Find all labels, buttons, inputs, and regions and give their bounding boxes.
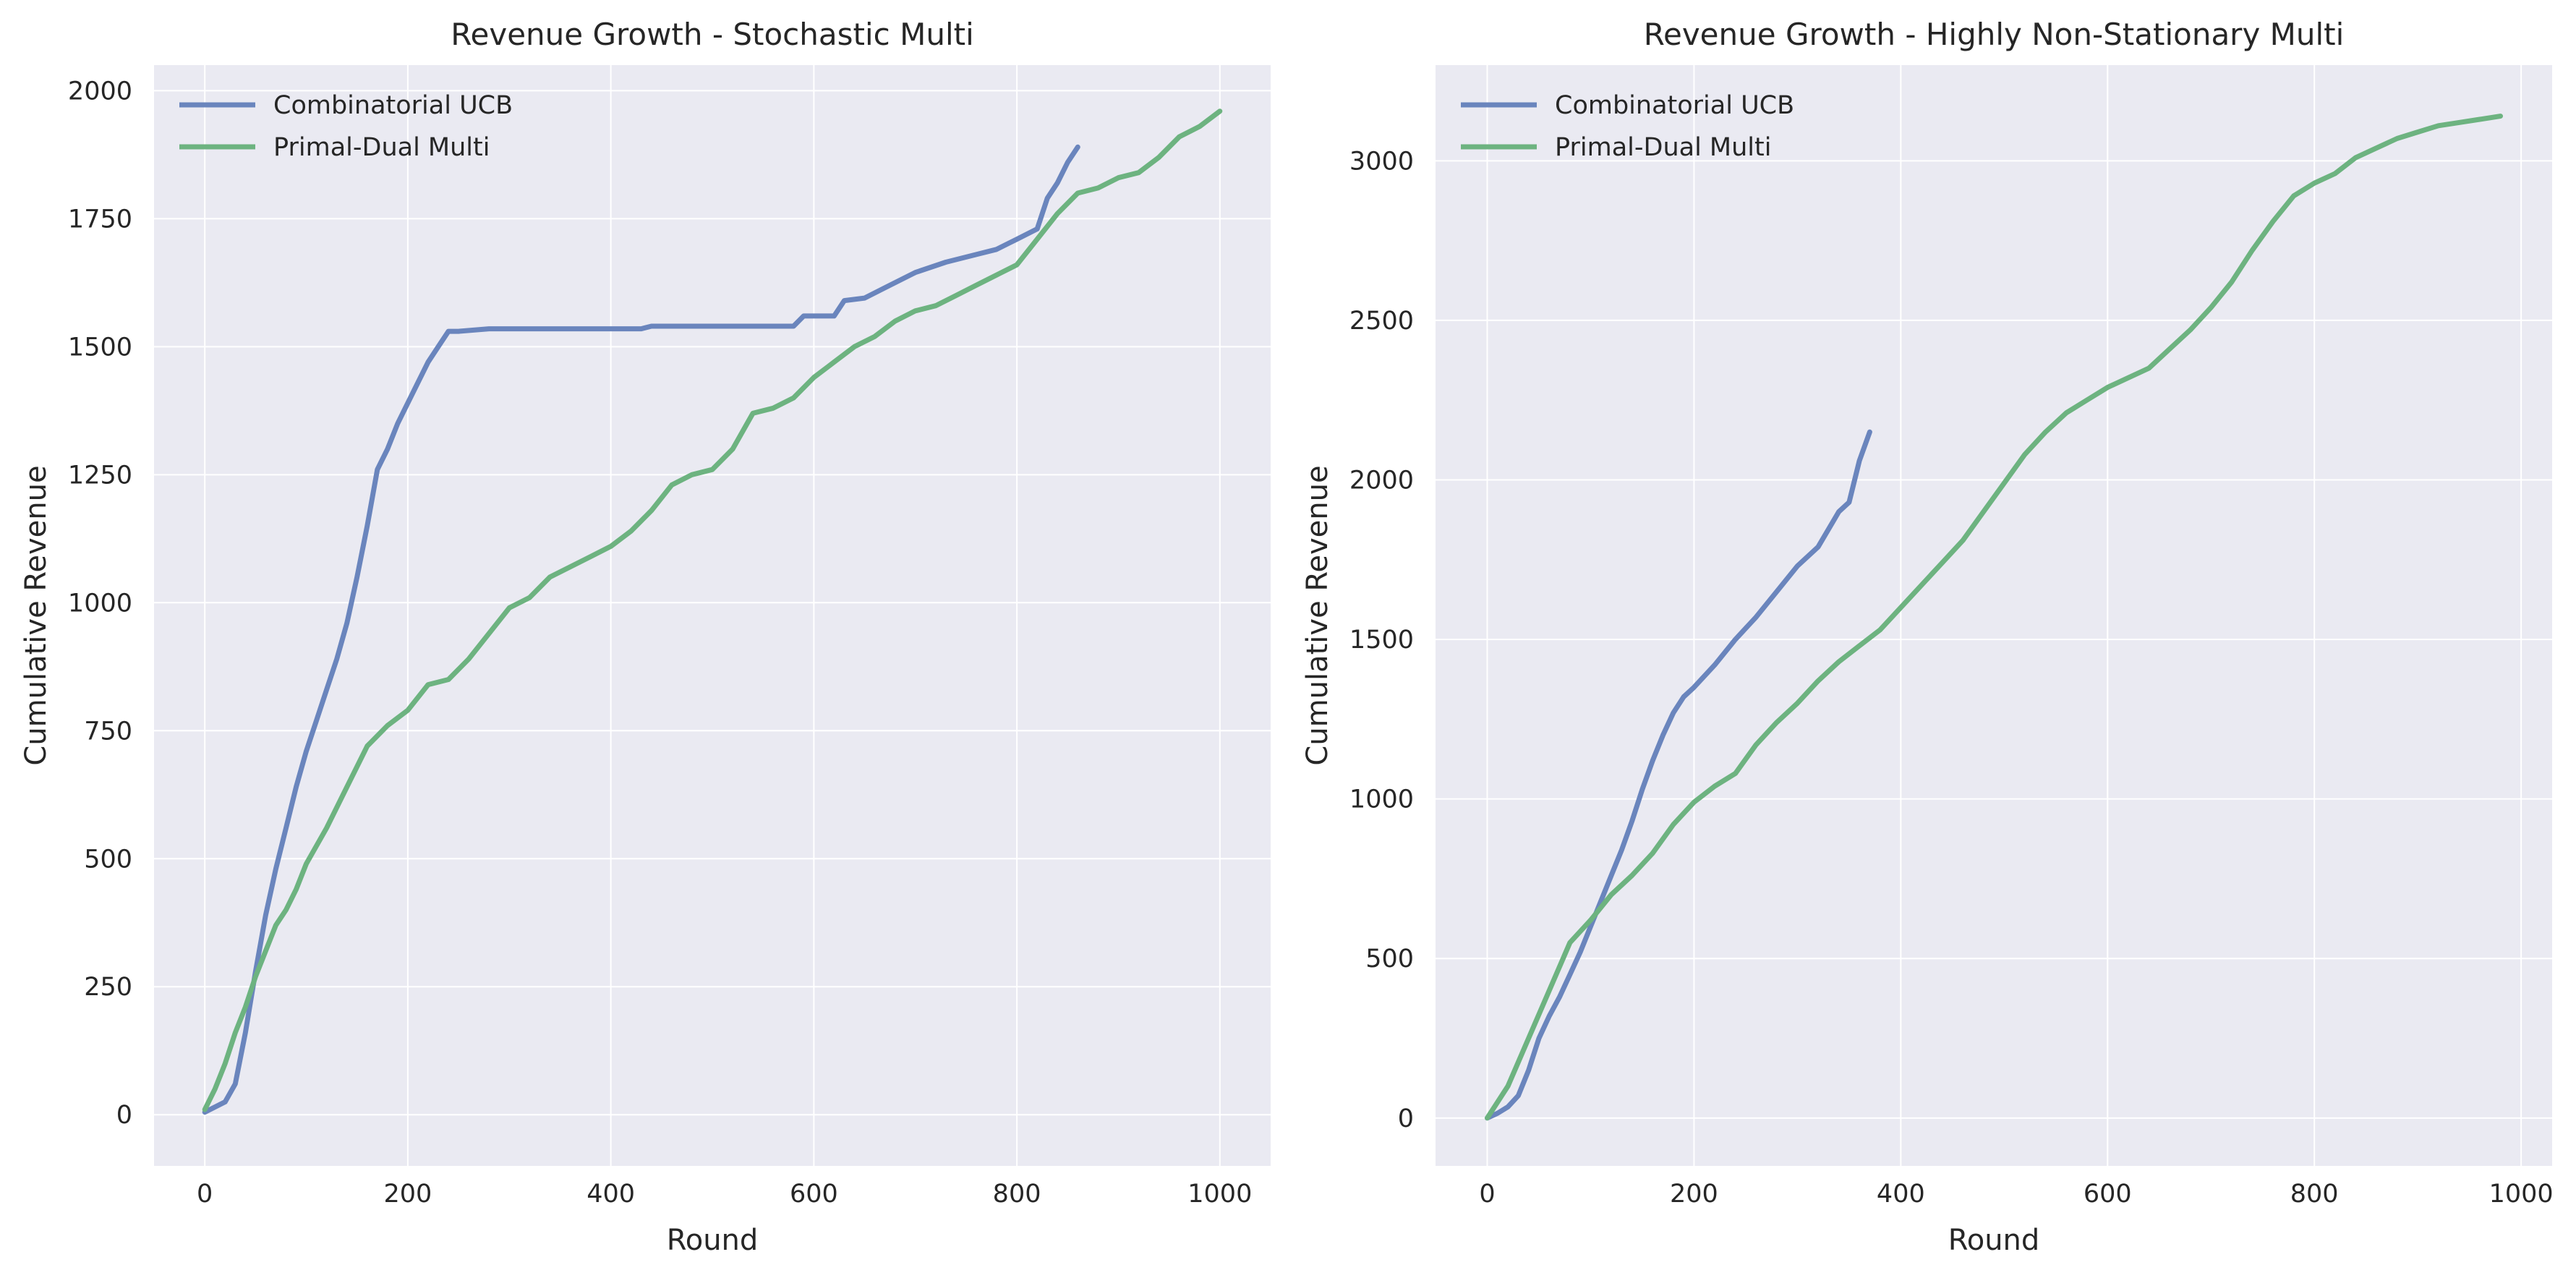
chart-title: Revenue Growth - Highly Non-Stationary M… xyxy=(1644,17,2345,52)
y-axis-label: Cumulative Revenue xyxy=(20,465,53,765)
x-tick-label: 400 xyxy=(1877,1180,1925,1209)
y-tick-label: 500 xyxy=(84,845,132,874)
y-tick-label: 750 xyxy=(84,717,132,746)
x-tick-label: 800 xyxy=(2290,1180,2339,1209)
legend-entry: Combinatorial UCB xyxy=(273,91,513,120)
y-tick-label: 1500 xyxy=(68,333,132,362)
y-axis-label: Cumulative Revenue xyxy=(1301,465,1334,765)
x-tick-label: 800 xyxy=(993,1180,1041,1209)
x-tick-label: 0 xyxy=(1479,1180,1495,1209)
legend-entry: Combinatorial UCB xyxy=(1555,91,1794,120)
x-tick-label: 400 xyxy=(587,1180,635,1209)
chart-highly-non-stationary-multi: 0 500 1000 1500 2000 2500 3000 0 200 400 600 800 100… xyxy=(1301,17,2554,1257)
x-axis-label: Round xyxy=(667,1224,759,1257)
chart-title: Revenue Growth - Stochastic Multi xyxy=(451,17,974,52)
y-tick-label: 0 xyxy=(1398,1104,1414,1133)
y-tick-label: 3000 xyxy=(1349,147,1414,176)
x-tick-label: 1000 xyxy=(1187,1180,1252,1209)
series-line-primal-dual-multi xyxy=(1485,114,2503,1121)
plot-area xyxy=(154,65,1271,1166)
chart-stochastic-multi: 0 250 500 750 1000 1250 1500 1750 2000 0 200 400 600… xyxy=(20,17,1271,1257)
x-tick-label: 0 xyxy=(197,1180,213,1209)
y-tick-label: 500 xyxy=(1365,945,1414,974)
y-tick-label: 2500 xyxy=(1349,307,1414,336)
y-tick-label: 1250 xyxy=(68,461,132,490)
series-line-combinatorial-ucb xyxy=(1485,429,1872,1121)
y-tick-label: 1500 xyxy=(1349,626,1414,655)
series-line-combinatorial-ucb xyxy=(202,144,1080,1115)
legend-entry: Primal-Dual Multi xyxy=(1555,133,1771,162)
legend-entry: Primal-Dual Multi xyxy=(273,133,490,162)
plot-area xyxy=(1436,65,2552,1166)
y-tick-label: 2000 xyxy=(68,77,132,106)
y-tick-label: 0 xyxy=(116,1101,132,1130)
y-tick-label: 250 xyxy=(84,973,132,1002)
x-tick-label: 1000 xyxy=(2489,1180,2554,1209)
y-tick-label: 1750 xyxy=(68,205,132,234)
x-tick-label: 200 xyxy=(384,1180,432,1209)
series-line-primal-dual-multi xyxy=(202,108,1223,1112)
x-tick-label: 600 xyxy=(790,1180,838,1209)
x-tick-label: 600 xyxy=(2084,1180,2132,1209)
x-axis-label: Round xyxy=(1948,1224,2040,1257)
y-tick-label: 1000 xyxy=(1349,785,1414,814)
y-tick-label: 2000 xyxy=(1349,467,1414,495)
x-tick-label: 200 xyxy=(1670,1180,1718,1209)
y-tick-label: 1000 xyxy=(68,589,132,618)
